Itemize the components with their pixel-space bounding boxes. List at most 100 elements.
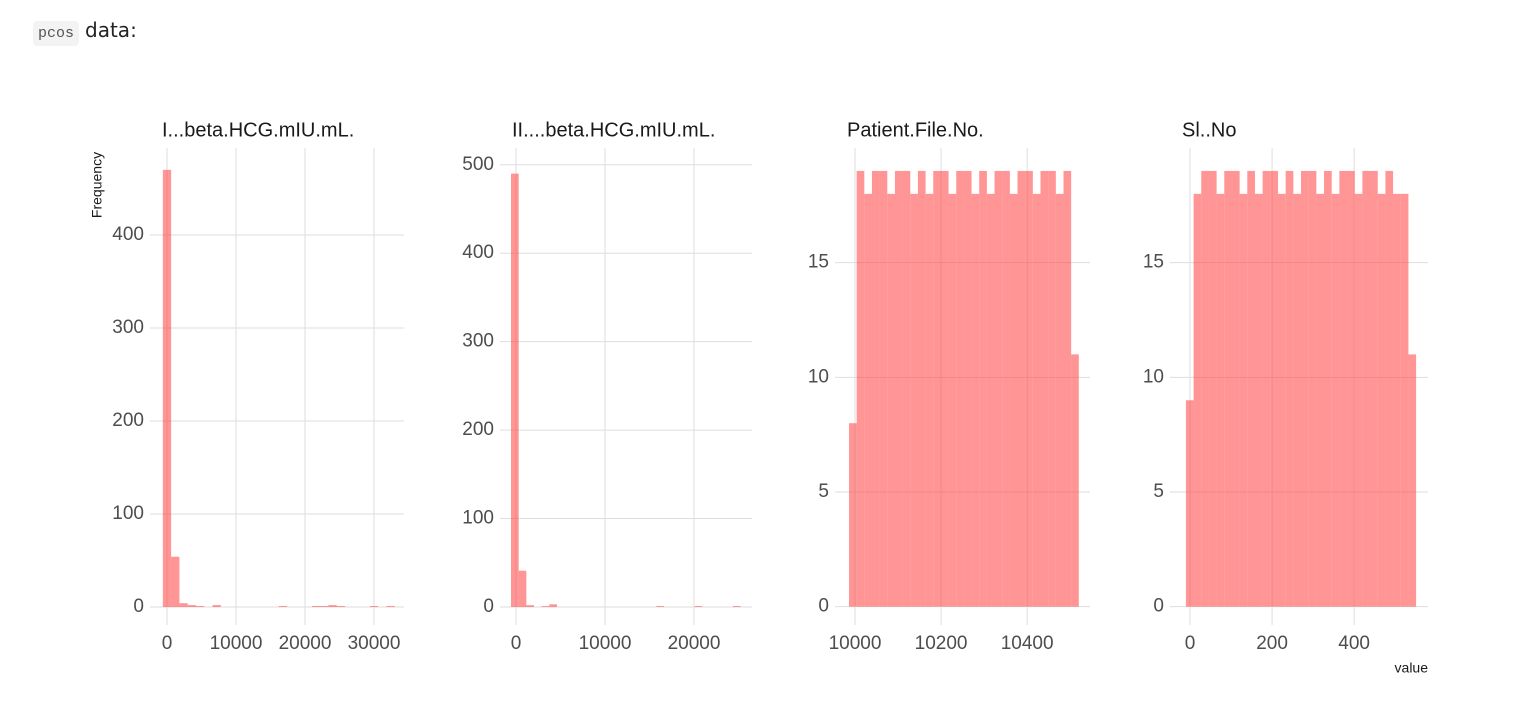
x-tick-label: 10200 <box>915 633 968 654</box>
bar <box>732 606 741 607</box>
bar <box>320 606 329 607</box>
bar <box>971 193 980 607</box>
bar <box>1040 170 1049 607</box>
y-tick-label: 100 <box>112 503 144 524</box>
x-tick-label: 400 <box>1338 633 1370 654</box>
bar <box>1285 170 1294 607</box>
bar <box>871 170 880 607</box>
bar <box>894 170 903 607</box>
y-tick-label: 0 <box>1153 596 1164 617</box>
x-tick-label: 10400 <box>1001 633 1054 654</box>
y-axis-title: Frequency <box>89 152 105 218</box>
bar <box>511 173 519 607</box>
y-tick-label: 15 <box>1143 252 1164 273</box>
bar <box>386 606 395 607</box>
bar <box>1293 193 1302 607</box>
bar <box>925 193 934 607</box>
bar <box>887 193 895 607</box>
y-tick-label: 500 <box>462 154 494 175</box>
bar <box>910 193 918 607</box>
bar <box>986 193 995 607</box>
bar <box>1208 170 1217 607</box>
bar <box>1247 170 1255 607</box>
bar <box>1316 193 1325 607</box>
bar <box>1055 193 1064 607</box>
y-tick-label: 15 <box>808 252 829 273</box>
x-axis-title: value <box>1395 660 1429 676</box>
bar <box>311 606 321 607</box>
bar <box>1354 193 1363 607</box>
x-tick-label: 10000 <box>579 633 632 654</box>
bar <box>1063 170 1072 607</box>
bar <box>1017 170 1026 607</box>
bar <box>1262 170 1271 607</box>
bar <box>1201 170 1209 607</box>
bar <box>518 570 527 607</box>
bar <box>917 170 926 607</box>
y-tick-label: 0 <box>483 596 494 617</box>
x-tick-label: 10000 <box>829 633 882 654</box>
panel-title: I...beta.HCG.mIU.mL. <box>162 119 354 141</box>
bar <box>1324 170 1332 607</box>
panel-title: Sl..No <box>1182 119 1236 141</box>
bar <box>1339 170 1348 607</box>
x-tick-label: 0 <box>162 633 173 654</box>
y-tick-label: 0 <box>133 596 144 617</box>
bar <box>328 605 337 607</box>
bar <box>848 423 857 607</box>
y-tick-label: 100 <box>462 508 494 529</box>
bar <box>940 170 949 607</box>
y-tick-label: 300 <box>112 317 144 338</box>
bar <box>1231 170 1240 607</box>
intro-label: data: <box>85 18 137 42</box>
x-tick-label: 20000 <box>668 633 721 654</box>
bar <box>1377 193 1386 607</box>
bar <box>1239 193 1248 607</box>
bar <box>956 170 964 607</box>
bar <box>1048 170 1056 607</box>
bar <box>369 606 379 607</box>
bar <box>1408 354 1417 607</box>
y-tick-label: 400 <box>112 224 144 245</box>
bar <box>879 170 888 607</box>
bar <box>179 603 188 607</box>
bar <box>549 604 557 607</box>
x-tick-label: 0 <box>511 633 522 654</box>
bar <box>1185 400 1194 607</box>
y-tick-label: 0 <box>818 596 829 617</box>
bar <box>994 170 1003 607</box>
bar <box>856 170 865 607</box>
bar <box>336 606 346 607</box>
y-tick-label: 200 <box>462 419 494 440</box>
y-tick-label: 10 <box>1143 366 1164 387</box>
bar <box>171 556 180 607</box>
bar <box>933 170 941 607</box>
bar <box>1308 170 1317 607</box>
x-tick-label: 10000 <box>210 633 263 654</box>
bar <box>1216 193 1225 607</box>
bar <box>1277 193 1286 607</box>
bar <box>187 605 196 607</box>
bar <box>1370 170 1378 607</box>
bar <box>1331 193 1340 607</box>
bar <box>195 606 205 607</box>
code-name: pcos <box>33 21 80 46</box>
panel-title: II....beta.HCG.mIU.mL. <box>512 119 715 141</box>
bar <box>1347 170 1355 607</box>
bar <box>278 606 288 607</box>
x-tick-label: 20000 <box>279 633 332 654</box>
x-tick-label: 200 <box>1256 633 1288 654</box>
bar <box>694 606 703 607</box>
bar <box>541 606 550 607</box>
bar <box>1009 193 1018 607</box>
bar <box>1385 170 1394 607</box>
bar <box>1393 193 1401 607</box>
y-tick-label: 200 <box>112 410 144 431</box>
bar <box>1002 170 1010 607</box>
bar <box>1025 170 1033 607</box>
bar <box>963 170 972 607</box>
bar <box>902 170 911 607</box>
x-tick-label: 30000 <box>348 633 401 654</box>
